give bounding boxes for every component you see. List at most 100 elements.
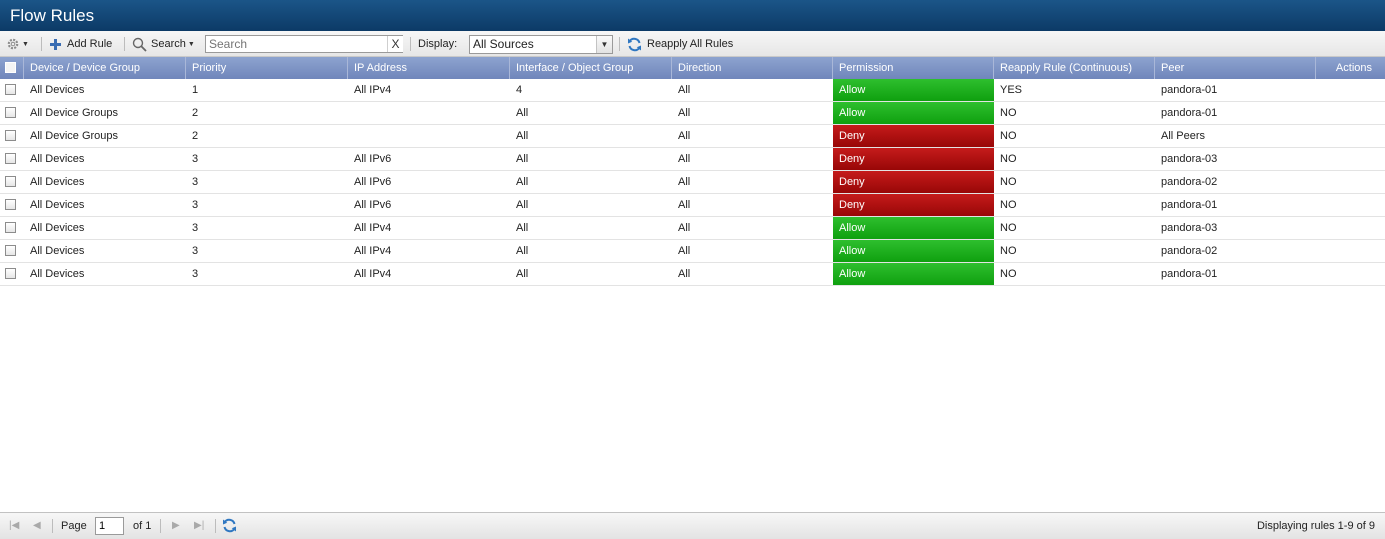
table-row[interactable]: All Devices 1 All IPv4 4 All Allow YES pandora-…: [0, 79, 1385, 102]
display-source-select[interactable]: All Sources ▼: [469, 35, 613, 54]
search-input[interactable]: [205, 35, 403, 53]
toolbar-divider: [41, 37, 42, 51]
previous-page-icon[interactable]: ◀: [33, 520, 41, 531]
cell-direction: All: [678, 176, 691, 188]
page-number-input[interactable]: [95, 517, 124, 535]
search-menu-label: Search: [151, 38, 186, 50]
cell-priority: 2: [192, 107, 199, 119]
add-rule-button[interactable]: Add Rule: [50, 31, 112, 57]
refresh-icon: [223, 518, 236, 533]
toolbar-divider: [124, 37, 125, 51]
cell-actions: [1316, 263, 1385, 285]
cell-ip-address: All IPv4: [354, 222, 392, 234]
reapply-all-rules-button[interactable]: Reapply All Rules: [627, 31, 733, 57]
column-header-reapply[interactable]: Reapply Rule (Continuous): [994, 57, 1155, 79]
table-row[interactable]: All Device Groups 2 All All Allow NO pandora-0…: [0, 102, 1385, 125]
chevron-down-icon: ▼: [596, 36, 612, 53]
toolbar: ▼ Add Rule Search ▼ X Display: All Sourc…: [0, 31, 1385, 57]
table-row[interactable]: All Devices 3 All IPv6 All All Deny NO pandora-…: [0, 171, 1385, 194]
cell-peer: pandora-03: [1161, 222, 1218, 234]
row-checkbox[interactable]: [5, 84, 16, 95]
cell-actions: [1316, 171, 1385, 193]
cell-ip-address: All IPv4: [354, 84, 392, 96]
magnifier-icon: [132, 37, 147, 52]
table-row[interactable]: All Devices 3 All IPv4 All All Allow NO pandora…: [0, 263, 1385, 286]
cell-direction: All: [678, 268, 691, 280]
cell-reapply: NO: [1000, 176, 1017, 188]
cell-priority: 3: [192, 199, 199, 211]
next-page-icon[interactable]: ▶: [172, 520, 180, 531]
column-header-ip-address[interactable]: IP Address: [348, 57, 510, 79]
select-all-checkbox[interactable]: [5, 62, 16, 73]
cell-device: All Device Groups: [30, 130, 119, 142]
cell-reapply: NO: [1000, 222, 1017, 234]
cell-interface: All: [516, 130, 529, 142]
cell-interface: All: [516, 153, 529, 165]
column-header-actions: Actions: [1335, 62, 1372, 74]
settings-menu-button[interactable]: ▼: [6, 31, 29, 57]
column-header-direction[interactable]: Direction: [672, 57, 833, 79]
cell-peer: pandora-03: [1161, 153, 1218, 165]
cell-ip-address: All IPv6: [354, 176, 392, 188]
toolbar-divider: [619, 37, 620, 51]
row-checkbox[interactable]: [5, 176, 16, 187]
cell-ip-address: All IPv4: [354, 245, 392, 257]
page-count-label: of 1: [133, 520, 152, 532]
cell-priority: 3: [192, 222, 199, 234]
pager-bar: |◀ ◀ Page of 1 ▶ ▶| Displaying rules 1-9…: [0, 512, 1385, 539]
table-row[interactable]: All Devices 3 All IPv4 All All Allow NO pandora…: [0, 240, 1385, 263]
toolbar-divider: [410, 37, 411, 51]
cell-direction: All: [678, 245, 691, 257]
reapply-all-rules-label: Reapply All Rules: [647, 38, 734, 50]
permission-badge: Deny: [833, 194, 994, 216]
table-row[interactable]: All Device Groups 2 All All Deny NO All Peers: [0, 125, 1385, 148]
pager-divider: [160, 519, 161, 533]
cell-direction: All: [678, 222, 691, 234]
last-page-icon[interactable]: ▶|: [194, 520, 205, 531]
cell-ip-address: All IPv4: [354, 268, 392, 280]
first-page-icon[interactable]: |◀: [9, 520, 20, 531]
column-header-peer[interactable]: Peer: [1155, 57, 1316, 79]
row-checkbox[interactable]: [5, 130, 16, 141]
header-select-all-cell: [0, 57, 24, 79]
row-checkbox[interactable]: [5, 268, 16, 279]
permission-badge: Allow: [833, 263, 994, 285]
table-row[interactable]: All Devices 3 All IPv4 All All Allow NO pandora…: [0, 217, 1385, 240]
row-checkbox[interactable]: [5, 199, 16, 210]
cell-interface: All: [516, 199, 529, 211]
page-label: Page: [61, 520, 87, 532]
cell-device: All Devices: [30, 199, 85, 211]
cell-priority: 2: [192, 130, 199, 142]
column-header-priority[interactable]: Priority: [186, 57, 348, 79]
row-checkbox[interactable]: [5, 107, 16, 118]
display-label: Display:: [418, 38, 458, 50]
search-menu-button[interactable]: Search ▼: [132, 31, 195, 57]
permission-badge: Allow: [833, 79, 994, 101]
table-row[interactable]: All Devices 3 All IPv6 All All Deny NO pandora-…: [0, 148, 1385, 171]
column-header-interface[interactable]: Interface / Object Group: [510, 57, 672, 79]
cell-peer: pandora-01: [1161, 268, 1218, 280]
cell-actions: [1316, 217, 1385, 239]
cell-priority: 3: [192, 268, 199, 280]
pager-divider: [215, 519, 216, 533]
cell-interface: All: [516, 176, 529, 188]
cell-device: All Devices: [30, 268, 85, 280]
row-checkbox[interactable]: [5, 245, 16, 256]
permission-badge: Deny: [833, 171, 994, 193]
cell-actions: [1316, 125, 1385, 147]
refresh-grid-button[interactable]: [222, 518, 237, 534]
cell-reapply: NO: [1000, 130, 1017, 142]
cell-direction: All: [678, 107, 691, 119]
clear-search-button[interactable]: X: [387, 36, 403, 52]
row-checkbox[interactable]: [5, 222, 16, 233]
cell-reapply: NO: [1000, 199, 1017, 211]
cell-reapply: YES: [1000, 84, 1023, 96]
page-title: Flow Rules: [0, 0, 1385, 31]
table-row[interactable]: All Devices 3 All IPv6 All All Deny NO pandora-…: [0, 194, 1385, 217]
cell-interface: All: [516, 107, 529, 119]
row-checkbox[interactable]: [5, 153, 16, 164]
column-header-permission[interactable]: Permission: [833, 57, 994, 79]
cell-device: All Devices: [30, 222, 85, 234]
cell-actions: [1316, 102, 1385, 124]
column-header-device[interactable]: Device / Device Group: [24, 57, 186, 79]
